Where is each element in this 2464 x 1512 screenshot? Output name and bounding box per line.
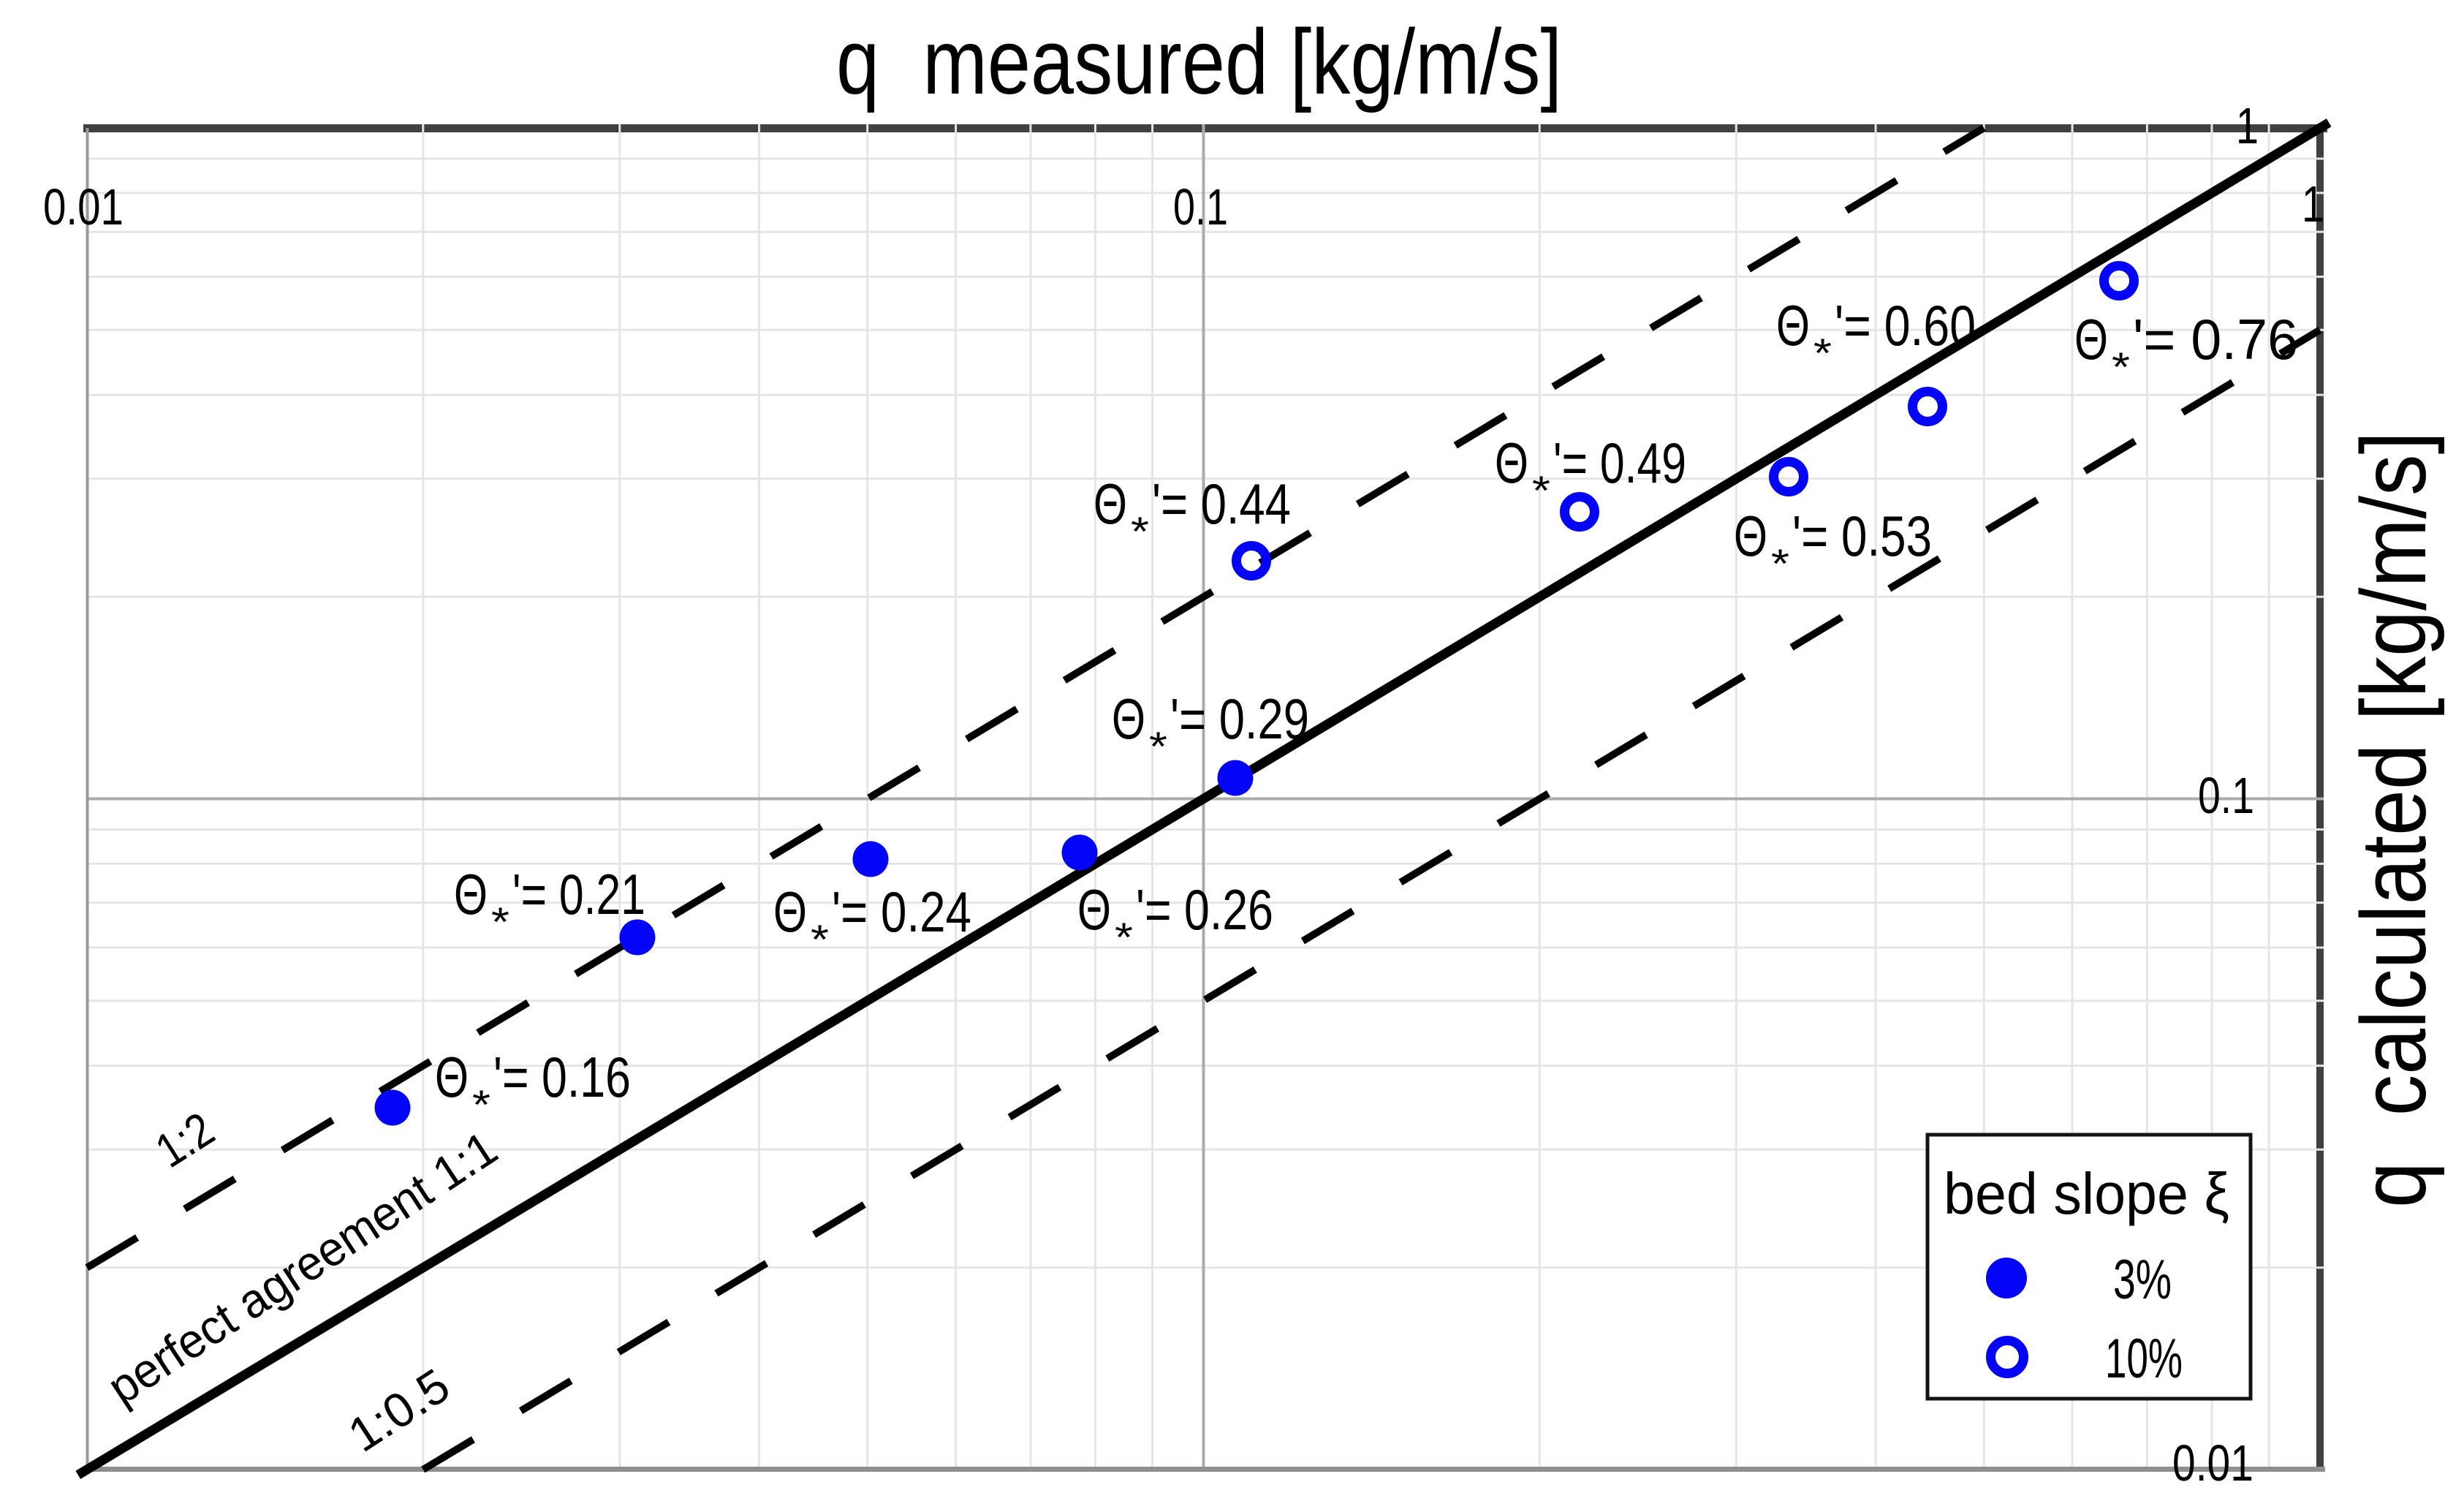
svg-text:*: * [1115,914,1133,960]
svg-text:'= 0.16: '= 0.16 [493,1045,631,1109]
svg-text:*: * [1149,723,1167,769]
svg-text:Θ: Θ [1495,431,1528,495]
svg-text:'= 0.44: '= 0.44 [1152,472,1291,536]
svg-text:1: 1 [2302,175,2324,233]
svg-text:'= 0.49: '= 0.49 [1553,431,1686,495]
svg-text:Θ: Θ [1077,877,1111,942]
svg-text:*: * [1532,467,1550,513]
svg-text:*: * [1771,540,1789,586]
svg-text:q calculated [kg/m/s]: q calculated [kg/m/s] [2342,431,2445,1208]
svg-text:*: * [1813,330,1832,376]
svg-text:Θ: Θ [1112,687,1145,751]
svg-text:'= 0.29: '= 0.29 [1170,687,1309,751]
svg-text:Θ: Θ [435,1045,469,1109]
svg-text:Θ: Θ [2074,307,2108,371]
svg-text:Θ: Θ [1776,293,1810,358]
svg-text:*: * [1131,508,1149,554]
svg-text:0.01: 0.01 [2172,1434,2253,1492]
svg-text:0.1: 0.1 [2198,767,2254,824]
svg-text:'= 0.21: '= 0.21 [512,862,645,926]
svg-text:q measured [kg/m/s]: q measured [kg/m/s] [836,10,1562,113]
svg-text:bed slope ξ: bed slope ξ [1944,1161,2229,1226]
svg-text:Θ: Θ [1093,472,1127,536]
svg-text:*: * [2112,344,2130,390]
svg-text:3%: 3% [2113,1249,2172,1311]
svg-text:0.01: 0.01 [43,178,124,235]
svg-text:Θ: Θ [454,862,488,926]
svg-text:*: * [491,899,509,945]
svg-text:'= 0.26: '= 0.26 [1136,877,1273,942]
svg-text:*: * [811,916,829,962]
svg-text:Θ: Θ [773,880,807,944]
svg-text:'= 0.24: '= 0.24 [832,880,971,944]
svg-text:10%: 10% [2105,1328,2183,1390]
svg-text:'= 0.76: '= 0.76 [2133,307,2298,371]
svg-text:1: 1 [2236,97,2259,154]
svg-text:'= 0.53: '= 0.53 [1792,504,1932,568]
svg-text:'= 0.60: '= 0.60 [1835,293,1976,358]
svg-text:Θ: Θ [1734,504,1767,568]
svg-text:0.1: 0.1 [1173,178,1228,235]
svg-text:*: * [472,1081,490,1127]
